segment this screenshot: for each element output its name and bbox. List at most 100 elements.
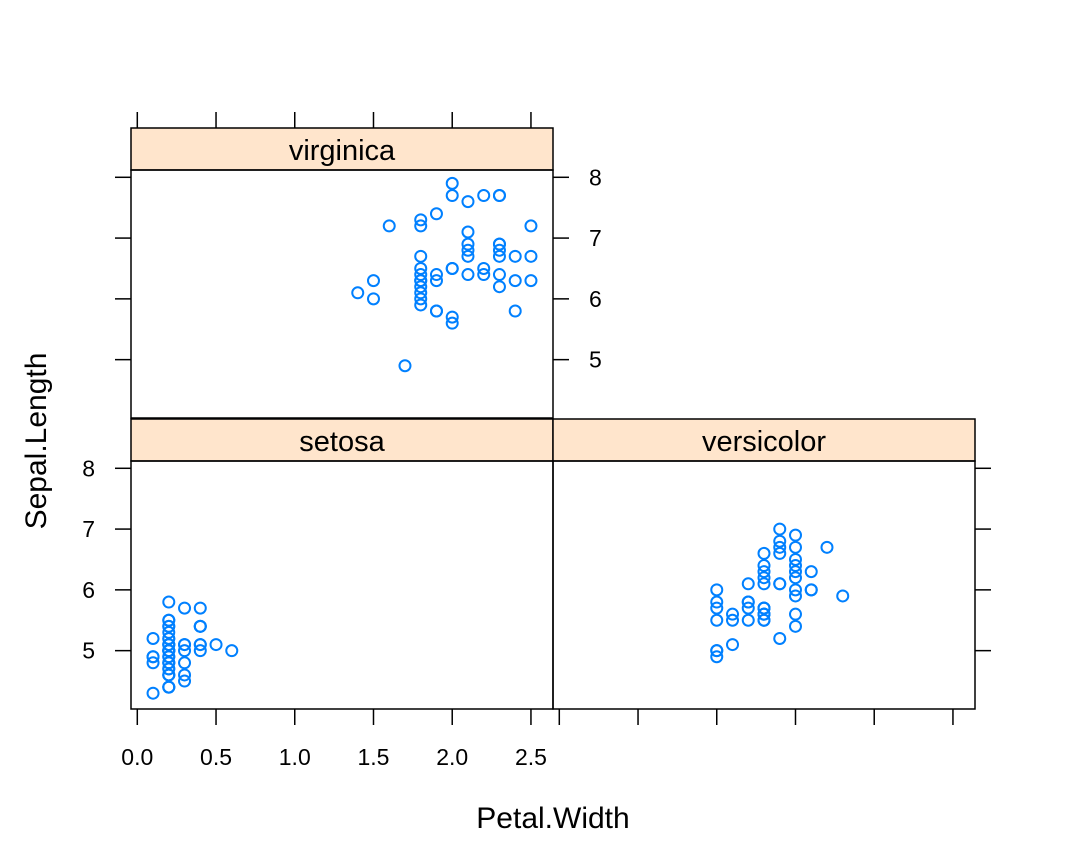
data-point-virginica — [429, 207, 443, 221]
data-point-versicolor — [741, 613, 755, 627]
y-tick-label: 6 — [82, 577, 95, 603]
data-point-setosa — [178, 644, 192, 658]
data-point-versicolor — [788, 540, 802, 554]
data-point-versicolor — [710, 595, 724, 609]
data-point-versicolor — [726, 607, 740, 621]
data-point-versicolor — [804, 583, 818, 597]
data-point-setosa — [146, 656, 160, 670]
x-tick-label: 1.5 — [358, 744, 390, 770]
data-point-virginica — [445, 310, 459, 324]
data-point-setosa — [193, 601, 207, 615]
x-tick-label: 0.5 — [200, 744, 232, 770]
data-point-versicolor — [710, 613, 724, 627]
data-point-versicolor — [741, 595, 755, 609]
x-tick-label: 0.0 — [121, 744, 153, 770]
y-tick-label: 6 — [589, 286, 602, 312]
data-point-versicolor — [788, 559, 802, 573]
strip-label-versicolor: versicolor — [702, 426, 826, 458]
data-point-virginica — [477, 189, 491, 203]
data-point-setosa — [146, 686, 160, 700]
data-point-virginica — [461, 195, 475, 209]
data-point-virginica — [492, 189, 506, 203]
data-point-virginica — [461, 225, 475, 239]
data-point-virginica — [508, 304, 522, 318]
data-point-virginica — [524, 219, 538, 233]
data-point-setosa — [162, 668, 176, 682]
data-point-virginica — [414, 261, 428, 275]
x-tick-label: 2.0 — [436, 744, 468, 770]
data-point-setosa — [162, 680, 176, 694]
data-point-virginica — [492, 268, 506, 282]
y-tick-label: 5 — [589, 347, 602, 373]
data-point-setosa — [162, 631, 176, 645]
data-point-versicolor — [757, 607, 771, 621]
data-point-versicolor — [788, 607, 802, 621]
data-point-virginica — [414, 280, 428, 294]
data-point-setosa — [178, 674, 192, 688]
data-point-setosa — [178, 668, 192, 682]
data-point-virginica — [445, 261, 459, 275]
axes-layer: 0.0 0.5 1.0 1.5 2.0 2.5 5 6 7 8 5 6 7 8 — [82, 112, 991, 770]
data-point-versicolor — [757, 559, 771, 573]
panel-virginica: virginica — [130, 127, 554, 419]
data-point-versicolor — [788, 571, 802, 585]
y-axis-title: Sepal.Length — [20, 353, 53, 530]
data-point-virginica — [492, 249, 506, 263]
data-point-versicolor — [757, 601, 771, 615]
data-point-setosa — [209, 638, 223, 652]
data-point-versicolor — [710, 601, 724, 615]
data-point-setosa — [162, 638, 176, 652]
strip-label-setosa: setosa — [299, 426, 385, 458]
y-tick-label: 5 — [82, 638, 95, 664]
data-point-virginica — [366, 292, 380, 306]
data-point-versicolor — [773, 534, 787, 548]
data-point-virginica — [524, 249, 538, 263]
x-tick-label: 1.0 — [279, 744, 311, 770]
data-point-versicolor — [726, 613, 740, 627]
data-point-setosa — [162, 644, 176, 658]
data-point-versicolor — [788, 619, 802, 633]
data-point-versicolor — [773, 522, 787, 536]
data-point-virginica — [445, 189, 459, 203]
data-point-versicolor — [757, 577, 771, 591]
panel-frame-virginica — [130, 169, 554, 419]
data-point-setosa — [162, 656, 176, 670]
data-point-virginica — [508, 274, 522, 288]
panels-layer: setosa versicolor virginica — [130, 127, 976, 710]
data-point-setosa — [193, 619, 207, 633]
data-point-setosa — [146, 650, 160, 664]
strip-versicolor — [552, 418, 976, 462]
data-point-virginica — [508, 249, 522, 263]
data-point-virginica — [492, 237, 506, 251]
data-point-setosa — [178, 638, 192, 652]
data-point-setosa — [193, 638, 207, 652]
data-point-virginica — [429, 304, 443, 318]
data-point-virginica — [414, 298, 428, 312]
data-point-virginica — [445, 316, 459, 330]
data-point-versicolor — [773, 540, 787, 554]
data-point-virginica — [414, 249, 428, 263]
data-point-setosa — [162, 662, 176, 676]
data-point-setosa — [225, 644, 239, 658]
data-point-setosa — [178, 601, 192, 615]
data-point-virginica — [398, 359, 412, 373]
data-point-versicolor — [710, 650, 724, 664]
data-point-virginica — [366, 274, 380, 288]
x-tick-label: 2.5 — [515, 744, 547, 770]
data-point-versicolor — [773, 631, 787, 645]
panel-versicolor: versicolor — [552, 418, 976, 710]
data-point-virginica — [414, 268, 428, 282]
data-point-setosa — [162, 625, 176, 639]
data-point-versicolor — [788, 589, 802, 603]
data-point-setosa — [146, 631, 160, 645]
data-point-virginica — [445, 176, 459, 190]
data-point-versicolor — [757, 613, 771, 627]
x-axis-title: Petal.Width — [476, 802, 629, 835]
data-point-versicolor — [788, 552, 802, 566]
data-point-versicolor — [836, 589, 850, 603]
data-point-virginica — [461, 243, 475, 257]
data-point-versicolor — [741, 601, 755, 615]
data-point-virginica — [429, 268, 443, 282]
data-point-setosa — [162, 613, 176, 627]
